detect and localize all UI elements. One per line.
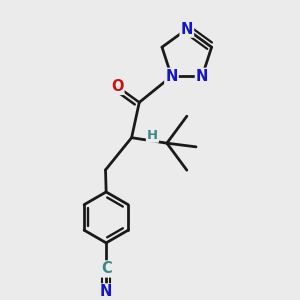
Text: C: C bbox=[101, 261, 112, 276]
Text: O: O bbox=[111, 79, 123, 94]
Text: N: N bbox=[100, 284, 112, 299]
Text: N: N bbox=[165, 69, 178, 84]
Text: H: H bbox=[147, 129, 158, 142]
Text: N: N bbox=[196, 69, 208, 84]
Text: N: N bbox=[181, 22, 193, 37]
